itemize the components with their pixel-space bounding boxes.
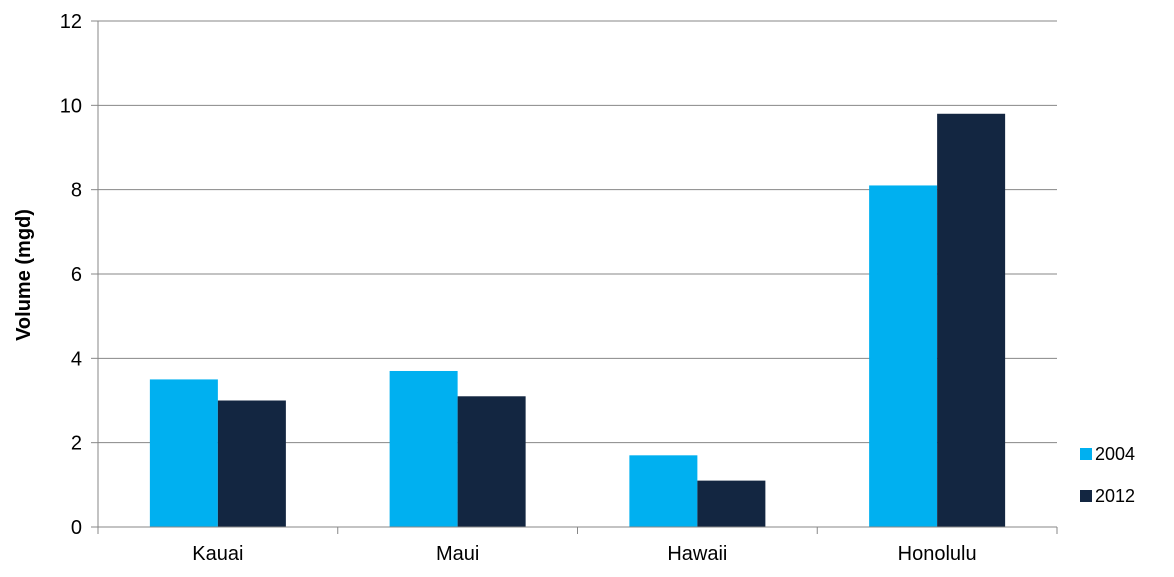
- y-tick-labels: 0 2 4 6 8 10 12: [60, 11, 82, 539]
- y-tick-label: 8: [71, 180, 82, 202]
- y-tick-label: 2: [71, 433, 82, 455]
- bar-2012-honolulu: [937, 113, 1006, 528]
- bar-2004-kauai: [149, 379, 218, 527]
- axes: [91, 20, 1058, 534]
- bar-2004-hawaii: [629, 455, 698, 527]
- legend-swatch: [1080, 490, 1092, 502]
- x-tick-label: Kauai: [192, 543, 243, 565]
- y-axis-label: Volume (mgd): [13, 209, 35, 341]
- y-tick-label: 0: [71, 517, 82, 539]
- bar-2004-maui: [389, 370, 458, 527]
- bar-2012-hawaii: [697, 480, 766, 527]
- x-tick-label: Hawaii: [667, 543, 727, 565]
- legend-label: 2004: [1095, 444, 1135, 464]
- bar-2012-maui: [457, 396, 526, 527]
- x-tick-label: Maui: [436, 543, 479, 565]
- x-tick-label: Honolulu: [898, 543, 977, 565]
- legend: 2004 2012: [1080, 444, 1135, 506]
- y-tick-label: 10: [60, 95, 82, 117]
- bar-2012-kauai: [217, 400, 286, 527]
- y-tick-label: 4: [71, 348, 82, 370]
- legend-swatch: [1080, 448, 1092, 460]
- bars-group: [149, 113, 1006, 528]
- y-tick-label: 6: [71, 264, 82, 286]
- x-tick-labels: Kauai Maui Hawaii Honolulu: [192, 543, 976, 565]
- legend-label: 2012: [1095, 486, 1135, 506]
- y-tick-label: 12: [60, 11, 82, 33]
- bar-2004-honolulu: [869, 185, 938, 527]
